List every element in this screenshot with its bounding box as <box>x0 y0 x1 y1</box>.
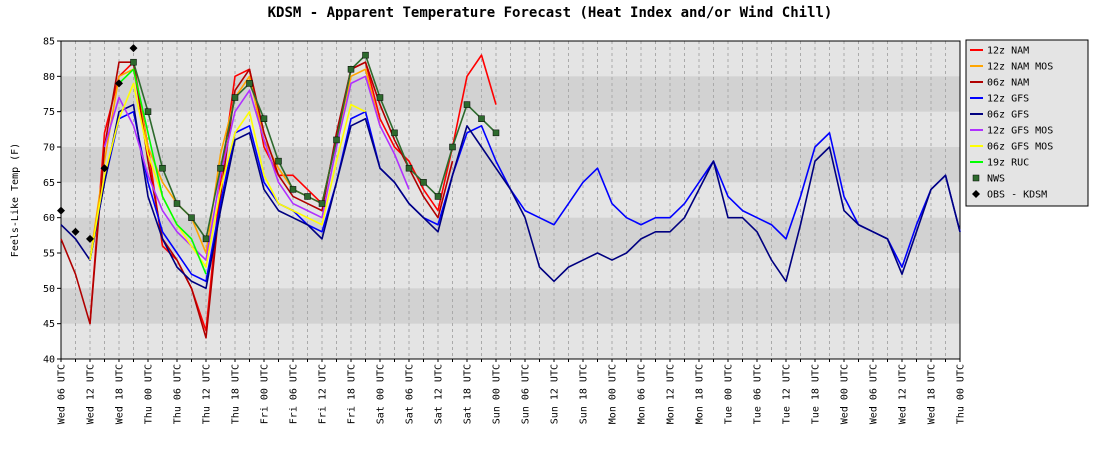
x-tick-label: Thu 18 UTC <box>231 364 242 424</box>
series-marker <box>420 179 427 186</box>
x-tick-label: Sat 06 UTC <box>405 364 416 424</box>
x-tick-label: Sun 12 UTC <box>550 364 561 424</box>
x-tick-label: Sun 18 UTC <box>579 364 590 424</box>
x-tick-label: Sat 00 UTC <box>376 364 387 424</box>
y-tick-label: 80 <box>43 72 55 83</box>
y-tick-label: 65 <box>43 178 55 189</box>
x-tick-label: Wed 12 UTC <box>898 364 909 424</box>
x-tick-label: Wed 06 UTC <box>57 364 68 424</box>
series-marker <box>86 234 94 243</box>
series-marker <box>188 214 195 221</box>
legend-swatch <box>972 190 980 198</box>
x-tick-label: Wed 06 UTC <box>869 364 880 424</box>
series-marker <box>478 115 485 122</box>
series-marker <box>246 80 253 87</box>
series-marker <box>463 101 471 108</box>
x-tick-label: Thu 12 UTC <box>202 364 213 424</box>
legend-label: 12z NAM MOS <box>987 62 1053 73</box>
series-marker <box>231 94 239 101</box>
x-tick-label: Wed 18 UTC <box>115 364 126 424</box>
y-tick-label: 55 <box>43 249 55 260</box>
legend-label: NWS <box>987 174 1005 185</box>
x-tick-label: Fri 00 UTC <box>260 364 271 424</box>
series-marker <box>434 193 442 200</box>
x-tick-label: Sun 00 UTC <box>492 364 503 424</box>
legend-box <box>965 39 1089 207</box>
x-tick-label: Tue 12 UTC <box>782 364 793 424</box>
x-tick-label: Sat 12 UTC <box>434 364 445 424</box>
legend-swatch <box>972 174 980 182</box>
legend-label: 06z GFS <box>987 110 1029 121</box>
series-marker <box>449 143 456 151</box>
chart-title: KDSM - Apparent Temperature Forecast (He… <box>268 5 833 21</box>
series-marker <box>159 164 166 172</box>
series-marker <box>304 193 311 200</box>
x-tick-label: Wed 00 UTC <box>840 364 851 424</box>
y-axis-label: Feels-Like Temp (F) <box>10 143 21 257</box>
plot-band <box>61 76 960 112</box>
x-tick-label: Wed 18 UTC <box>927 364 938 424</box>
x-tick-label: Sun 06 UTC <box>521 364 532 424</box>
legend-label: 12z GFS MOS <box>987 126 1053 137</box>
series-marker <box>376 94 384 101</box>
legend-label: 12z GFS <box>987 94 1029 105</box>
series-marker <box>217 164 224 172</box>
y-tick-label: 45 <box>43 319 55 330</box>
series-line <box>118 68 207 275</box>
series-marker <box>115 79 123 88</box>
series-marker <box>144 108 152 115</box>
x-tick-label: Tue 00 UTC <box>724 364 735 424</box>
legend-label: 12z NAM <box>987 46 1029 57</box>
series-marker <box>362 51 369 59</box>
x-tick-label: Thu 00 UTC <box>956 364 967 424</box>
series-marker <box>492 129 500 137</box>
x-tick-label: Mon 12 UTC <box>666 364 677 424</box>
x-tick-label: Sat 18 UTC <box>463 364 474 424</box>
series-marker <box>289 186 297 193</box>
plot-border <box>60 40 961 360</box>
x-tick-label: Mon 00 UTC <box>608 364 619 424</box>
series-marker <box>333 136 340 144</box>
series-line <box>89 82 366 268</box>
series-marker <box>405 164 413 172</box>
y-tick-label: 40 <box>43 355 55 366</box>
y-tick-label: 60 <box>43 213 55 224</box>
x-tick-label: Thu 00 UTC <box>144 364 155 424</box>
series-marker <box>71 227 80 236</box>
x-tick-label: Fri 12 UTC <box>318 364 329 424</box>
y-tick-label: 70 <box>43 143 55 154</box>
y-tick-label: 85 <box>43 37 55 48</box>
x-tick-label: Wed 12 UTC <box>86 364 97 424</box>
series-marker <box>173 200 181 207</box>
series-marker <box>347 66 355 73</box>
series-marker <box>318 200 326 207</box>
x-tick-label: Mon 18 UTC <box>695 364 706 424</box>
x-tick-label: Tue 06 UTC <box>753 364 764 424</box>
series-line <box>103 75 410 261</box>
x-tick-label: Tue 18 UTC <box>811 364 822 424</box>
series-marker <box>202 235 210 243</box>
series-line <box>60 103 961 290</box>
series-marker <box>275 157 282 165</box>
x-tick-label: Fri 18 UTC <box>347 364 358 424</box>
legend-label: 19z RUC <box>987 158 1029 169</box>
legend-label: 06z GFS MOS <box>987 142 1053 153</box>
series-marker <box>100 164 109 173</box>
series-marker <box>391 129 398 137</box>
series-marker <box>57 206 65 215</box>
legend-label: OBS - KDSM <box>987 190 1047 201</box>
series-marker <box>129 44 138 53</box>
series-marker <box>260 115 268 122</box>
y-tick-label: 50 <box>43 284 55 295</box>
y-tick-label: 75 <box>43 107 55 118</box>
x-tick-label: Mon 06 UTC <box>637 364 648 424</box>
legend-label: 06z NAM <box>987 78 1029 89</box>
series-marker <box>130 58 137 66</box>
x-tick-label: Thu 06 UTC <box>173 364 184 424</box>
x-tick-label: Fri 06 UTC <box>289 364 300 424</box>
